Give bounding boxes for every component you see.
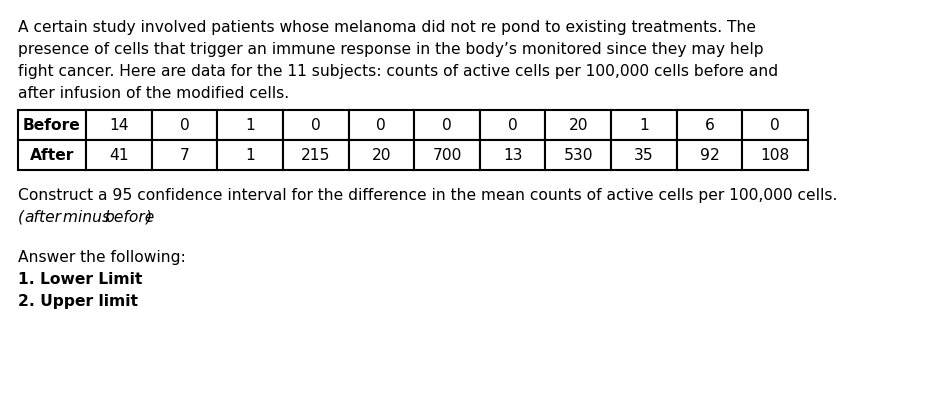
Bar: [480, 110, 545, 140]
Bar: [151, 110, 217, 140]
Text: 0: 0: [376, 118, 386, 133]
Text: 41: 41: [109, 147, 128, 162]
Text: 7: 7: [179, 147, 189, 162]
Text: 0: 0: [179, 118, 189, 133]
Text: 700: 700: [431, 147, 462, 162]
Bar: [742, 110, 807, 140]
Text: 14: 14: [109, 118, 128, 133]
Text: 1: 1: [244, 147, 255, 162]
Text: 0: 0: [507, 118, 517, 133]
Text: 20: 20: [371, 147, 391, 162]
Text: 215: 215: [300, 147, 330, 162]
Bar: [676, 110, 742, 140]
Text: Before: Before: [23, 118, 81, 133]
Text: 92: 92: [699, 147, 718, 162]
Bar: [18, 140, 86, 170]
Bar: [611, 140, 676, 170]
Bar: [86, 140, 151, 170]
Bar: [611, 110, 676, 140]
Text: before: before: [104, 210, 154, 225]
Bar: [413, 140, 480, 170]
Bar: [217, 140, 282, 170]
Bar: [217, 110, 282, 140]
Bar: [348, 110, 413, 140]
Text: 108: 108: [760, 147, 789, 162]
Text: after infusion of the modified cells.: after infusion of the modified cells.: [18, 86, 289, 101]
Text: minus: minus: [58, 210, 115, 225]
Text: 0: 0: [442, 118, 451, 133]
Text: 1: 1: [244, 118, 255, 133]
Text: 1: 1: [638, 118, 649, 133]
Text: presence of cells that trigger an immune response in the body’s monitored since : presence of cells that trigger an immune…: [18, 42, 763, 57]
Bar: [86, 110, 151, 140]
Text: 0: 0: [769, 118, 779, 133]
Text: 20: 20: [568, 118, 587, 133]
Bar: [742, 140, 807, 170]
Bar: [545, 140, 611, 170]
Text: Answer the following:: Answer the following:: [18, 250, 186, 265]
Bar: [545, 110, 611, 140]
Text: 35: 35: [633, 147, 653, 162]
Bar: [676, 140, 742, 170]
Bar: [282, 140, 348, 170]
Bar: [282, 110, 348, 140]
Bar: [151, 140, 217, 170]
Text: 1. Lower Limit: 1. Lower Limit: [18, 272, 143, 287]
Bar: [18, 110, 86, 140]
Bar: [480, 140, 545, 170]
Text: fight cancer. Here are data for the 11 subjects: counts of active cells per 100,: fight cancer. Here are data for the 11 s…: [18, 64, 777, 79]
Text: 6: 6: [704, 118, 714, 133]
Text: 530: 530: [563, 147, 593, 162]
Text: After: After: [30, 147, 75, 162]
Text: A certain study involved patients whose melanoma did not re pond to existing tre: A certain study involved patients whose …: [18, 20, 755, 35]
Bar: [348, 140, 413, 170]
Text: 2. Upper limit: 2. Upper limit: [18, 294, 138, 309]
Text: (: (: [18, 210, 24, 225]
Text: after: after: [24, 210, 61, 225]
Text: Construct a 95 confidence interval for the difference in the mean counts of acti: Construct a 95 confidence interval for t…: [18, 188, 836, 203]
Bar: [413, 110, 480, 140]
Text: ): ): [145, 210, 152, 225]
Text: 0: 0: [311, 118, 320, 133]
Text: 13: 13: [502, 147, 522, 162]
